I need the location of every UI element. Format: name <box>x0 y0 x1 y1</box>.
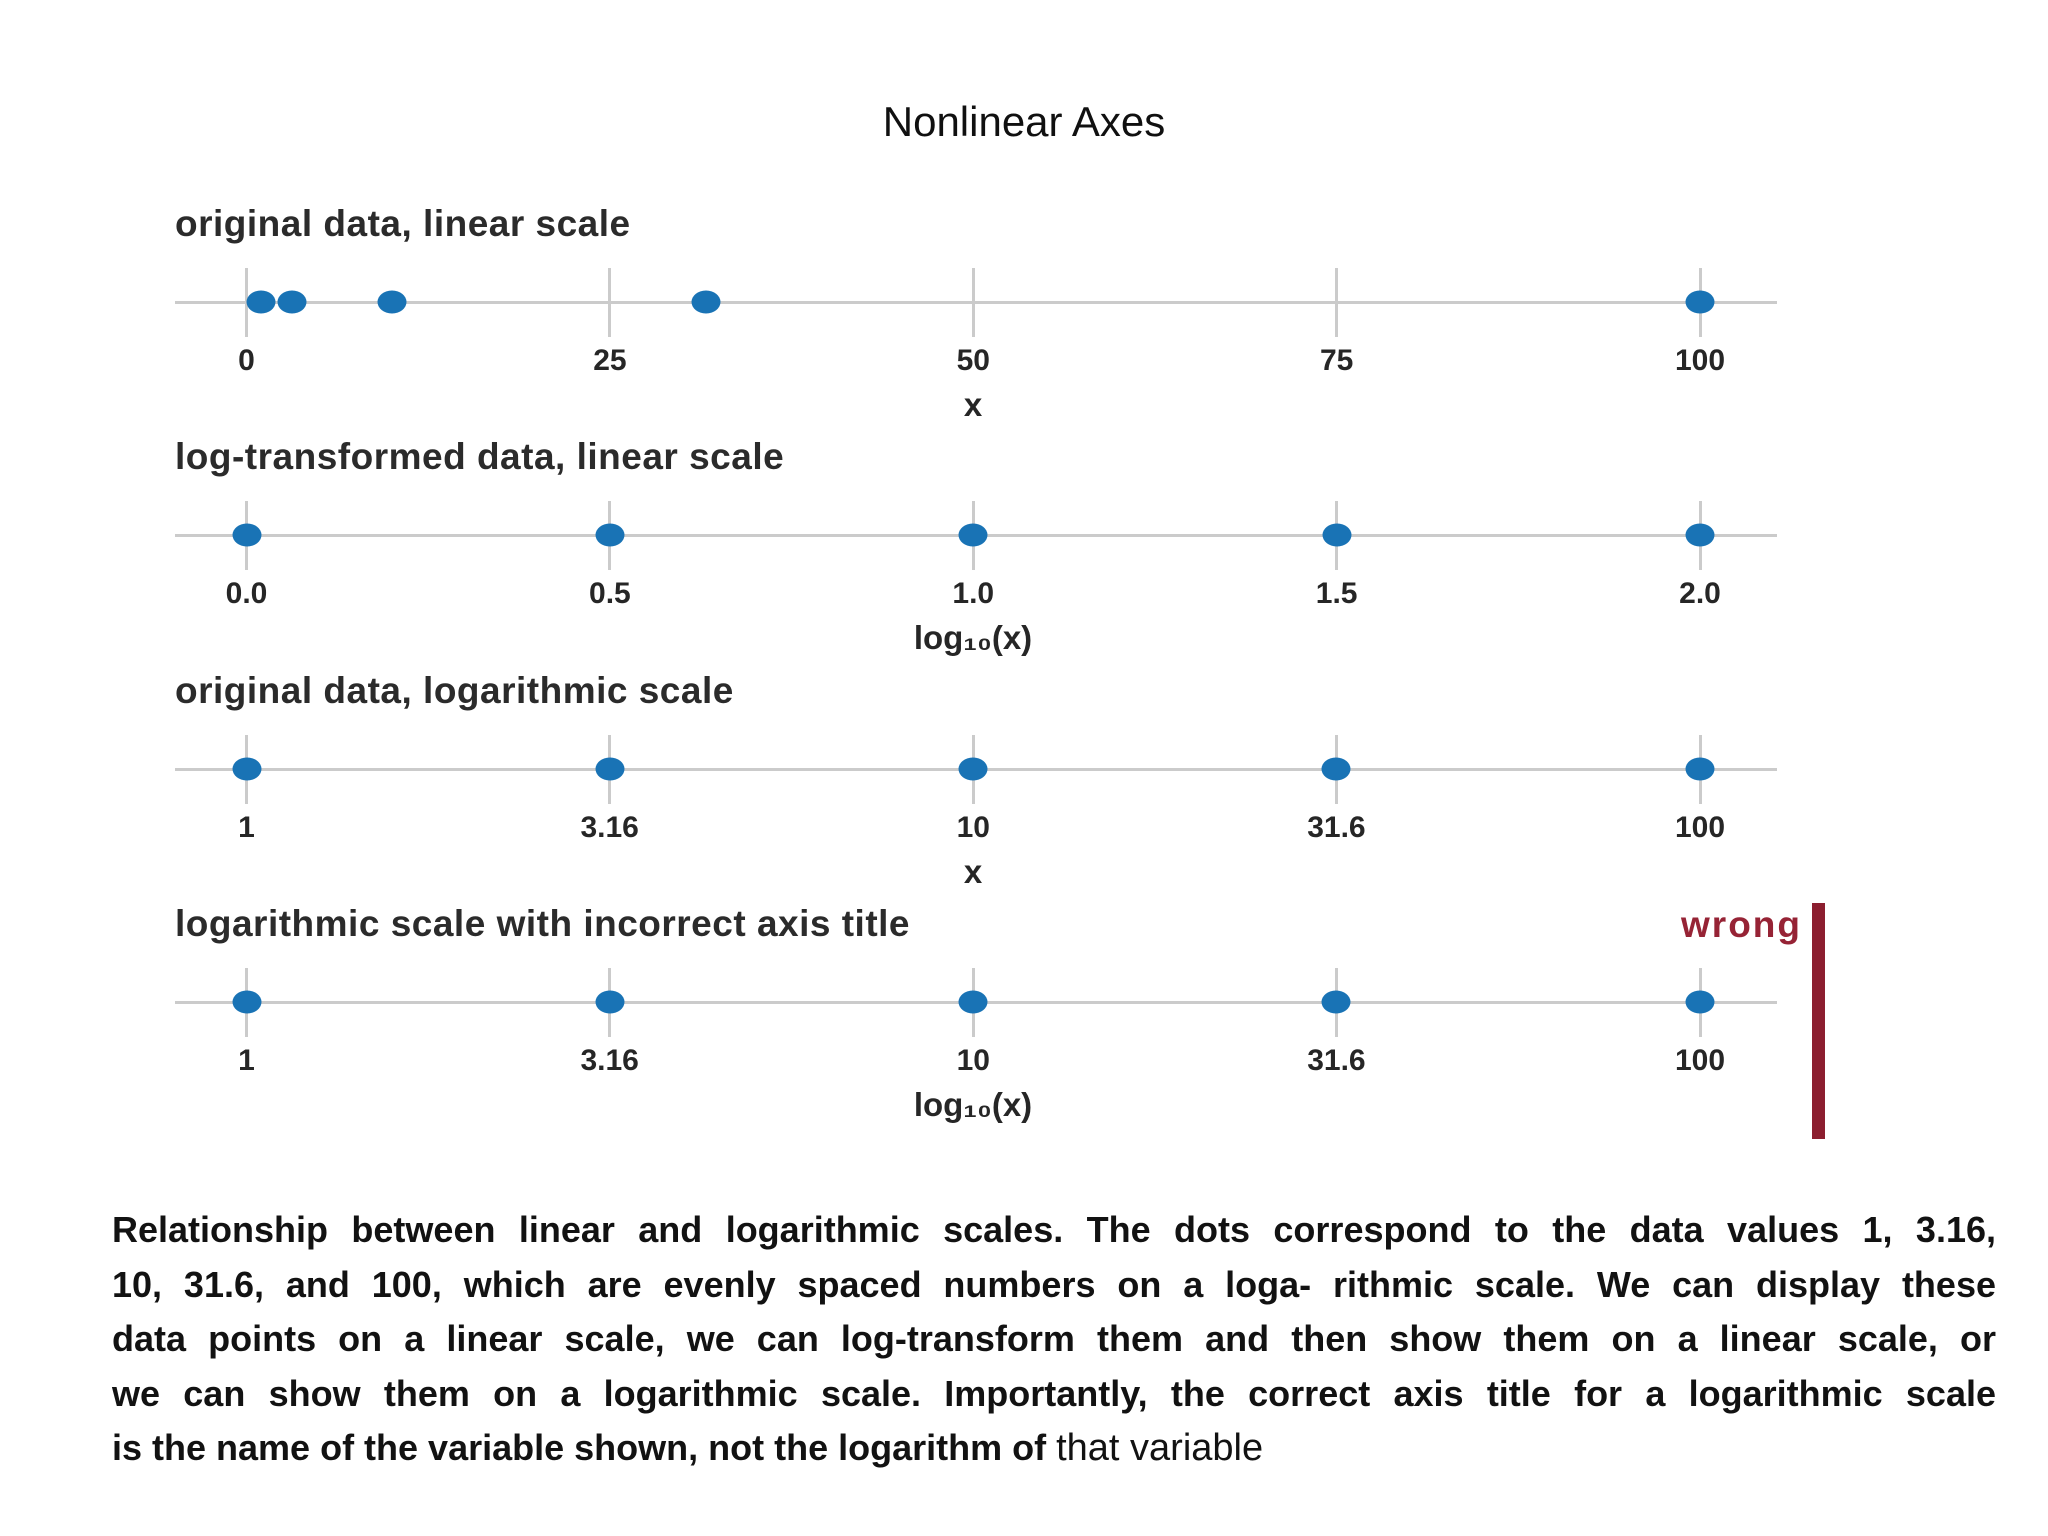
tick-label: 3.16 <box>580 811 639 844</box>
wrong-marker-bar <box>1812 903 1825 1139</box>
data-point <box>1685 757 1715 781</box>
data-point <box>232 990 261 1014</box>
data-point <box>1322 523 1352 547</box>
tick-label: 2.0 <box>1679 577 1721 610</box>
caption-line: we can show them on a logarithmic scale.… <box>112 1372 1996 1414</box>
data-point <box>595 757 625 781</box>
tick-label: 10 <box>956 811 990 844</box>
data-point <box>958 757 988 781</box>
tick-label: 0.5 <box>589 577 631 610</box>
tick-label: 50 <box>956 344 990 377</box>
tick-label: 100 <box>1674 811 1726 844</box>
data-point <box>246 290 276 314</box>
wrong-annotation-label: wrong <box>1681 904 1802 945</box>
axis-label: log₁₀(x) <box>913 1086 1033 1123</box>
data-point <box>595 523 625 547</box>
data-point <box>1321 757 1351 781</box>
tick-mark <box>245 268 248 337</box>
tick-mark <box>971 268 975 337</box>
caption-line: 10, 31.6, and 100, which are evenly spac… <box>112 1263 1996 1305</box>
data-point <box>958 990 988 1014</box>
tick-label: 1 <box>238 811 255 844</box>
data-point <box>1685 290 1715 314</box>
data-point <box>377 290 407 314</box>
figure-caption: Relationship between linear and logarith… <box>112 1203 1996 1476</box>
tick-label: 100 <box>1674 344 1726 377</box>
data-point <box>1321 990 1351 1014</box>
axis-label: log₁₀(x) <box>913 619 1033 656</box>
tick-mark <box>1335 268 1339 337</box>
panel-title: log-transformed data, linear scale <box>175 436 785 477</box>
tick-label: 25 <box>593 344 627 377</box>
figure-title: Nonlinear Axes <box>882 98 1166 145</box>
data-point <box>595 990 625 1014</box>
data-point <box>691 290 721 314</box>
caption-tail-text: that variable <box>1056 1427 1264 1469</box>
tick-label: 1.5 <box>1315 577 1358 610</box>
tick-label: 0 <box>238 344 255 377</box>
axis-label: x <box>963 853 983 890</box>
tick-mark <box>608 268 612 337</box>
caption-line: Relationship between linear and logarith… <box>112 1209 1996 1250</box>
tick-label: 31.6 <box>1307 811 1366 844</box>
panel-title: original data, linear scale <box>175 203 631 244</box>
tick-label: 31.6 <box>1307 1044 1366 1077</box>
data-point <box>1685 990 1715 1014</box>
axis-label: x <box>963 386 983 423</box>
tick-label: 3.16 <box>580 1044 639 1077</box>
caption-line: data points on a linear scale, we can lo… <box>112 1318 1996 1359</box>
axis-line <box>175 301 1777 304</box>
tick-label: 10 <box>956 1044 990 1077</box>
panel-title: logarithmic scale with incorrect axis ti… <box>175 903 911 944</box>
tick-label: 0.0 <box>225 577 268 610</box>
data-point <box>958 523 988 547</box>
panel-title: original data, logarithmic scale <box>175 670 734 711</box>
data-point <box>277 290 307 314</box>
tick-label: 1 <box>238 1044 255 1077</box>
tick-label: 100 <box>1674 1044 1726 1077</box>
caption-last-line: is the name of the variable shown, not t… <box>112 1421 1996 1476</box>
data-point <box>1685 523 1715 547</box>
tick-label: 75 <box>1319 344 1354 377</box>
data-point <box>232 523 261 547</box>
tick-label: 1.0 <box>952 577 995 610</box>
caption-text: is the name of the variable shown, not t… <box>112 1427 1057 1468</box>
data-point <box>232 757 261 781</box>
